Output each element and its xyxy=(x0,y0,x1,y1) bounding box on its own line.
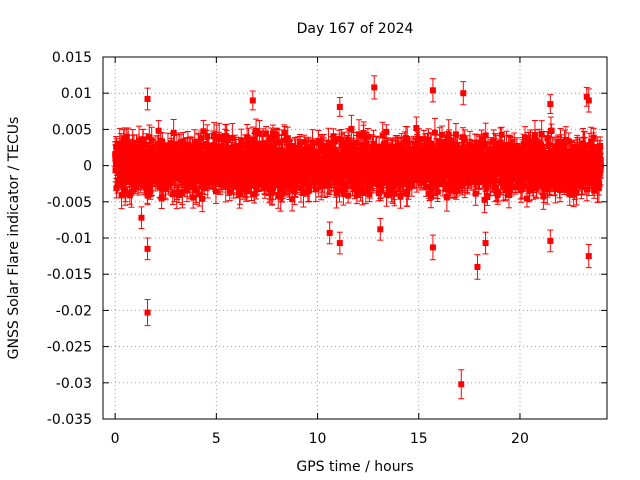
marker xyxy=(120,183,127,190)
marker xyxy=(176,143,183,150)
marker xyxy=(199,195,206,202)
marker xyxy=(170,130,177,137)
marker xyxy=(171,141,178,148)
marker xyxy=(132,149,139,156)
marker xyxy=(122,190,129,197)
marker xyxy=(133,143,140,150)
marker xyxy=(190,194,197,201)
marker xyxy=(123,172,130,179)
data-points xyxy=(112,75,604,400)
marker xyxy=(175,192,182,199)
marker xyxy=(126,150,133,157)
marker xyxy=(223,135,230,142)
marker xyxy=(159,138,166,145)
marker xyxy=(180,138,187,145)
marker xyxy=(144,192,151,199)
marker xyxy=(229,134,236,141)
marker xyxy=(155,127,162,134)
marker xyxy=(168,179,175,186)
marker xyxy=(129,141,136,148)
marker xyxy=(204,133,211,140)
marker xyxy=(118,192,125,199)
marker xyxy=(138,147,145,154)
marker xyxy=(128,189,135,196)
marker xyxy=(181,173,188,180)
marker xyxy=(154,176,161,183)
data-point xyxy=(175,186,182,204)
marker xyxy=(164,143,171,150)
marker xyxy=(123,133,130,140)
marker xyxy=(158,195,165,202)
marker xyxy=(146,134,153,141)
grid xyxy=(103,57,607,419)
marker xyxy=(125,140,132,147)
marker xyxy=(132,183,139,190)
marker xyxy=(179,190,186,197)
marker xyxy=(177,151,184,158)
marker xyxy=(113,185,120,192)
marker xyxy=(114,181,121,188)
marker xyxy=(189,182,196,189)
